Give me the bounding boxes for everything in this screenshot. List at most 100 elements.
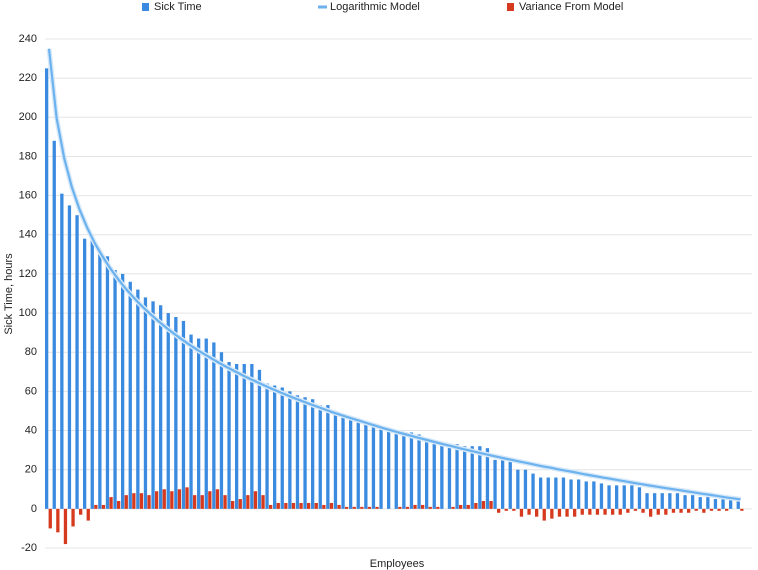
bar: [413, 504, 417, 509]
bar: [101, 504, 106, 509]
bar: [208, 491, 212, 509]
bar: [550, 508, 554, 519]
y-tick-label: 240: [19, 33, 37, 45]
bar: [539, 477, 543, 509]
bar: [698, 497, 702, 509]
y-tick-label: 100: [19, 307, 37, 319]
bar: [512, 508, 516, 511]
bar: [516, 469, 520, 509]
bar: [478, 446, 482, 509]
y-tick-label: 140: [19, 229, 37, 241]
bar: [725, 508, 729, 511]
bar: [595, 508, 600, 515]
bar: [561, 477, 566, 509]
bar: [177, 489, 182, 509]
model-line: [47, 48, 741, 501]
bar: [90, 238, 94, 509]
bar: [98, 252, 102, 509]
bar: [607, 485, 611, 509]
bar: [326, 405, 330, 509]
bar: [45, 68, 49, 509]
bar: [253, 491, 258, 509]
bar: [288, 391, 292, 509]
bar: [474, 502, 478, 509]
bar: [633, 508, 638, 511]
legend-swatch: [507, 3, 514, 11]
bar: [212, 342, 216, 509]
bar: [709, 508, 714, 511]
bar: [155, 491, 159, 509]
bar: [721, 499, 725, 509]
bar: [394, 430, 398, 509]
bar: [440, 444, 444, 509]
bar: [592, 481, 596, 509]
bar: [193, 495, 197, 509]
y-tick-label: 0: [31, 503, 37, 515]
bar: [86, 508, 90, 521]
bar: [409, 432, 414, 509]
bar: [618, 508, 622, 515]
bar: [295, 395, 300, 509]
bar: [345, 506, 349, 509]
y-tick-label: 40: [25, 424, 37, 436]
bar: [71, 508, 75, 527]
bar: [235, 363, 239, 509]
bar: [136, 289, 140, 509]
bar: [250, 363, 254, 509]
bar: [79, 508, 83, 515]
bar: [546, 477, 550, 509]
bar: [599, 483, 604, 509]
bar: [523, 469, 528, 509]
bar: [261, 495, 265, 509]
bar: [668, 493, 672, 509]
bar: [417, 434, 421, 509]
bar: [740, 508, 744, 511]
y-tick-label: 160: [19, 190, 37, 202]
y-tick-label: 80: [25, 346, 37, 358]
bar: [360, 506, 364, 509]
y-tick-label: 60: [25, 385, 37, 397]
bar: [466, 504, 470, 509]
bar: [215, 489, 220, 509]
bar: [227, 362, 231, 509]
y-tick-label: 220: [19, 72, 37, 84]
bar: [132, 493, 136, 509]
bar: [630, 485, 634, 509]
bar: [603, 508, 607, 515]
bar: [580, 508, 584, 515]
bar: [664, 508, 668, 515]
bar: [181, 320, 186, 509]
bar: [124, 495, 128, 509]
bar: [56, 508, 60, 533]
bar: [679, 508, 683, 513]
bar: [113, 270, 117, 509]
bar: [584, 481, 588, 509]
bar: [447, 444, 452, 509]
bar: [121, 273, 125, 509]
legend-label: Sick Time: [154, 1, 202, 13]
bar: [151, 301, 155, 509]
bar: [653, 493, 657, 509]
bar: [470, 446, 474, 509]
bar: [341, 414, 345, 509]
bar: [105, 256, 110, 509]
bar: [615, 485, 619, 509]
legend-swatch: [142, 3, 149, 11]
bar: [501, 459, 505, 509]
bar: [637, 487, 642, 509]
bar: [565, 508, 569, 517]
bar: [60, 193, 64, 509]
bar: [349, 416, 353, 509]
bar: [432, 440, 436, 509]
bar: [702, 508, 706, 513]
bar: [645, 493, 649, 509]
bar: [307, 502, 311, 509]
bar: [246, 495, 250, 509]
bar: [166, 313, 170, 509]
y-tick-label: 200: [19, 111, 37, 123]
bar: [508, 461, 512, 509]
bar: [143, 297, 148, 509]
bar: [557, 508, 562, 517]
bar: [83, 238, 87, 509]
